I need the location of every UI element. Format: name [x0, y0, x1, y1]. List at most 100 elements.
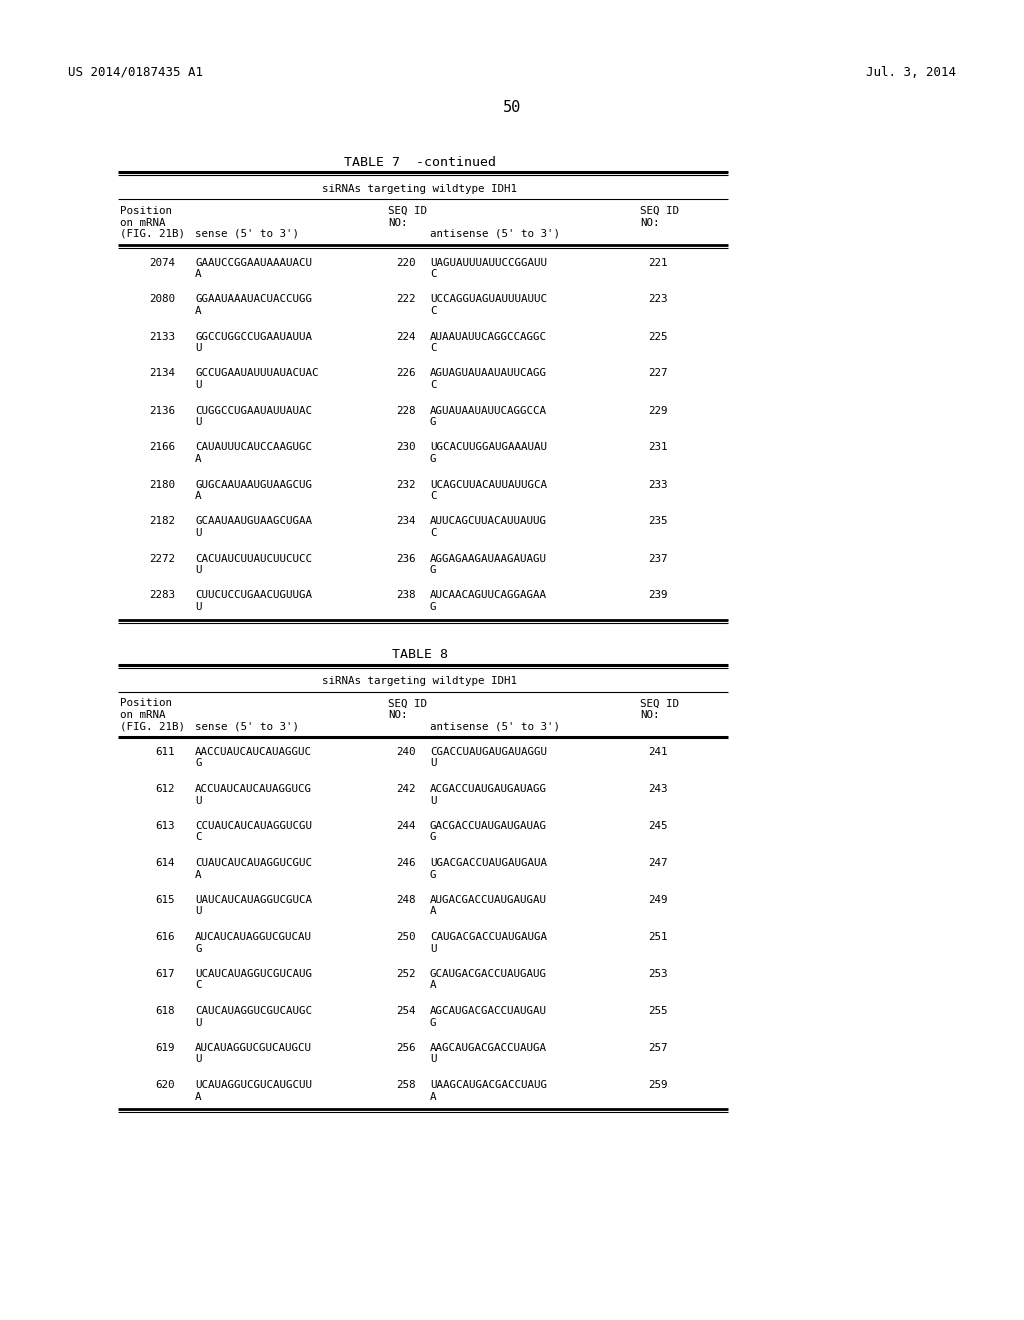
Text: 613: 613	[156, 821, 175, 832]
Text: 232: 232	[396, 479, 416, 490]
Text: AACCUAUCAUCAUAGGUC: AACCUAUCAUCAUAGGUC	[195, 747, 312, 756]
Text: CUGGCCUGAAUAUUAUAC: CUGGCCUGAAUAUUAUAC	[195, 405, 312, 416]
Text: CGACCUAUGAUGAUAGGU: CGACCUAUGAUGAUAGGU	[430, 747, 547, 756]
Text: 246: 246	[396, 858, 416, 869]
Text: 236: 236	[396, 553, 416, 564]
Text: US 2014/0187435 A1: US 2014/0187435 A1	[68, 66, 203, 78]
Text: 234: 234	[396, 516, 416, 527]
Text: C: C	[195, 981, 202, 990]
Text: AUCAACAGUUCAGGAGAA: AUCAACAGUUCAGGAGAA	[430, 590, 547, 601]
Text: G: G	[430, 454, 436, 465]
Text: 254: 254	[396, 1006, 416, 1016]
Text: A: A	[430, 907, 436, 916]
Text: A: A	[195, 454, 202, 465]
Text: Position: Position	[120, 206, 172, 216]
Text: SEQ ID: SEQ ID	[388, 206, 427, 216]
Text: Jul. 3, 2014: Jul. 3, 2014	[866, 66, 956, 78]
Text: A: A	[195, 1092, 202, 1101]
Text: 619: 619	[156, 1043, 175, 1053]
Text: CAUCAUAGGUCGUCAUGC: CAUCAUAGGUCGUCAUGC	[195, 1006, 312, 1016]
Text: CAUGACGACCUAUGAUGA: CAUGACGACCUAUGAUGA	[430, 932, 547, 942]
Text: 253: 253	[648, 969, 668, 979]
Text: on mRNA: on mRNA	[120, 710, 166, 719]
Text: AUAAUAUUCAGGCCAGGC: AUAAUAUUCAGGCCAGGC	[430, 331, 547, 342]
Text: 244: 244	[396, 821, 416, 832]
Text: 223: 223	[648, 294, 668, 305]
Text: NO:: NO:	[388, 218, 408, 227]
Text: G: G	[430, 870, 436, 879]
Text: ACGACCUAUGAUGAUAGG: ACGACCUAUGAUGAUAGG	[430, 784, 547, 795]
Text: 255: 255	[648, 1006, 668, 1016]
Text: GACGACCUAUGAUGAUAG: GACGACCUAUGAUGAUAG	[430, 821, 547, 832]
Text: G: G	[430, 833, 436, 842]
Text: A: A	[195, 269, 202, 279]
Text: NO:: NO:	[388, 710, 408, 719]
Text: UCAUCAUAGGUCGUCAUG: UCAUCAUAGGUCGUCAUG	[195, 969, 312, 979]
Text: U: U	[195, 343, 202, 352]
Text: U: U	[195, 796, 202, 805]
Text: ACCUAUCAUCAUAGGUCG: ACCUAUCAUCAUAGGUCG	[195, 784, 312, 795]
Text: A: A	[430, 981, 436, 990]
Text: 226: 226	[396, 368, 416, 379]
Text: UAUCAUCAUAGGUCGUCA: UAUCAUCAUAGGUCGUCA	[195, 895, 312, 906]
Text: GCAUGACGACCUAUGAUG: GCAUGACGACCUAUGAUG	[430, 969, 547, 979]
Text: 238: 238	[396, 590, 416, 601]
Text: GCAAUAAUGUAAGCUGAA: GCAAUAAUGUAAGCUGAA	[195, 516, 312, 527]
Text: 245: 245	[648, 821, 668, 832]
Text: UGACGACCUAUGAUGAUA: UGACGACCUAUGAUGAUA	[430, 858, 547, 869]
Text: U: U	[195, 528, 202, 539]
Text: NO:: NO:	[640, 710, 659, 719]
Text: GCCUGAAUAUUUAUACUAC: GCCUGAAUAUUUAUACUAC	[195, 368, 318, 379]
Text: U: U	[195, 565, 202, 576]
Text: 258: 258	[396, 1080, 416, 1090]
Text: 256: 256	[396, 1043, 416, 1053]
Text: 2180: 2180	[150, 479, 175, 490]
Text: 617: 617	[156, 969, 175, 979]
Text: U: U	[195, 1055, 202, 1064]
Text: 249: 249	[648, 895, 668, 906]
Text: C: C	[430, 306, 436, 315]
Text: C: C	[430, 269, 436, 279]
Text: 239: 239	[648, 590, 668, 601]
Text: U: U	[195, 417, 202, 426]
Text: 248: 248	[396, 895, 416, 906]
Text: AAGCAUGACGACCUAUGA: AAGCAUGACGACCUAUGA	[430, 1043, 547, 1053]
Text: CAUAUUUCAUCCAAGUGC: CAUAUUUCAUCCAAGUGC	[195, 442, 312, 453]
Text: 2136: 2136	[150, 405, 175, 416]
Text: AGGAGAAGAUAAGAUAGU: AGGAGAAGAUAAGAUAGU	[430, 553, 547, 564]
Text: Position: Position	[120, 698, 172, 709]
Text: 259: 259	[648, 1080, 668, 1090]
Text: siRNAs targeting wildtype IDH1: siRNAs targeting wildtype IDH1	[323, 676, 517, 686]
Text: SEQ ID: SEQ ID	[388, 698, 427, 709]
Text: 611: 611	[156, 747, 175, 756]
Text: U: U	[430, 759, 436, 768]
Text: CCUAUCAUCAUAGGUCGU: CCUAUCAUCAUAGGUCGU	[195, 821, 312, 832]
Text: TABLE 7  -continued: TABLE 7 -continued	[344, 156, 496, 169]
Text: 612: 612	[156, 784, 175, 795]
Text: 233: 233	[648, 479, 668, 490]
Text: U: U	[195, 380, 202, 389]
Text: (FIG. 21B): (FIG. 21B)	[120, 722, 185, 731]
Text: G: G	[430, 565, 436, 576]
Text: G: G	[430, 602, 436, 612]
Text: C: C	[430, 528, 436, 539]
Text: AUCAUAGGUCGUCAUGCU: AUCAUAGGUCGUCAUGCU	[195, 1043, 312, 1053]
Text: 616: 616	[156, 932, 175, 942]
Text: C: C	[430, 380, 436, 389]
Text: sense (5' to 3'): sense (5' to 3')	[195, 722, 299, 731]
Text: 224: 224	[396, 331, 416, 342]
Text: 221: 221	[648, 257, 668, 268]
Text: 2080: 2080	[150, 294, 175, 305]
Text: U: U	[195, 907, 202, 916]
Text: U: U	[195, 602, 202, 612]
Text: CACUAUCUUAUCUUCUCC: CACUAUCUUAUCUUCUCC	[195, 553, 312, 564]
Text: CUUCUCCUGAACUGUUGA: CUUCUCCUGAACUGUUGA	[195, 590, 312, 601]
Text: 251: 251	[648, 932, 668, 942]
Text: 2133: 2133	[150, 331, 175, 342]
Text: AGCAUGACGACCUAUGAU: AGCAUGACGACCUAUGAU	[430, 1006, 547, 1016]
Text: 2134: 2134	[150, 368, 175, 379]
Text: G: G	[430, 1018, 436, 1027]
Text: 2182: 2182	[150, 516, 175, 527]
Text: antisense (5' to 3'): antisense (5' to 3')	[430, 722, 560, 731]
Text: C: C	[195, 833, 202, 842]
